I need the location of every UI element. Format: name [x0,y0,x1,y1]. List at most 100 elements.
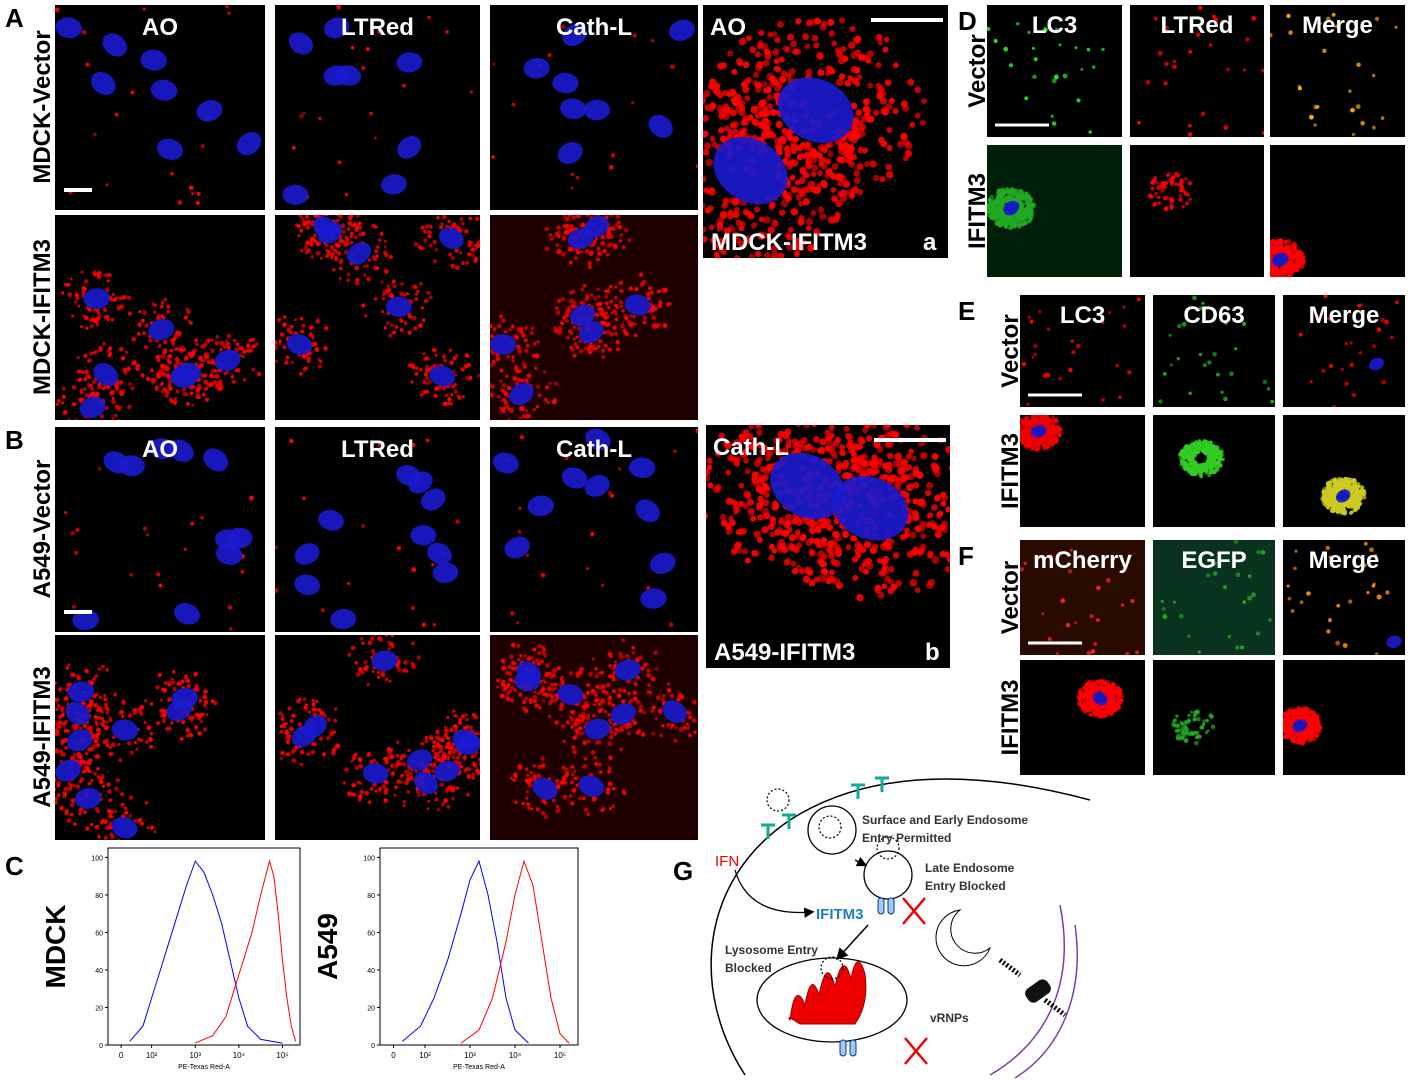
fluorescent-spot [601,355,606,359]
fluorescent-spot [510,666,516,671]
fluorescent-spot [95,722,99,727]
fluorescent-spot [1334,24,1339,29]
fluorescent-spot [120,356,126,361]
fluorescent-spot [572,735,578,741]
fluorescent-spot [758,216,765,223]
fluorescent-spot [534,703,539,708]
fluorescent-spot [275,545,279,550]
fluorescent-spot [83,353,88,358]
fluorescent-spot [787,226,794,233]
fluorescent-spot [205,713,209,717]
fluorescent-spot [934,530,943,539]
fluorescent-spot [612,786,616,791]
fluorescent-spot [666,688,672,693]
fluorescent-spot [565,216,570,222]
fluorescent-spot [583,807,589,813]
fluorescent-spot [1196,32,1201,37]
fluorescent-spot [1178,193,1183,198]
fluorescent-spot [355,277,360,283]
fluorescent-spot [79,776,85,781]
fluorescent-spot [111,399,116,405]
fluorescent-spot [107,273,112,278]
fluorescent-spot [904,425,911,427]
fluorescent-spot [491,154,495,159]
fluorescent-spot [661,724,665,728]
nucleus [648,114,673,138]
fluorescent-spot [720,62,727,69]
fluorescent-spot [183,547,188,551]
fluorescent-spot [742,132,749,139]
fluorescent-spot [93,132,97,137]
fluorescent-spot [720,519,728,527]
fluorescent-spot [443,732,449,738]
fluorescent-spot [748,253,755,258]
fluorescent-spot [1271,240,1275,244]
fluorescent-spot [642,320,647,325]
fluorescent-spot [517,764,523,770]
fluorescent-spot [85,326,89,330]
fluorescent-spot [175,389,180,394]
fluorescent-spot [128,795,134,800]
fluorescent-spot [186,683,192,689]
fluorescent-spot [100,821,104,825]
fluorescent-spot [738,225,745,232]
fluorescent-spot [411,567,417,573]
nucleus [55,759,81,782]
fluorescent-spot [159,698,163,702]
fluorescent-spot [581,223,586,228]
fluorescent-spot [908,448,915,455]
fluorescent-spot [583,700,589,706]
fluorescent-spot [843,426,850,432]
fluorescent-spot [118,346,124,352]
fluorescent-spot [72,784,76,788]
fluorescent-spot [227,605,233,610]
fluorescent-spot [769,531,775,538]
fluorescent-spot [771,219,779,227]
fluorescent-spot [768,543,775,550]
fluorescent-spot [1187,132,1193,137]
fluorescent-spot [153,830,157,834]
fluorescent-spot [525,773,530,778]
fluorescent-spot [772,48,780,56]
fluorescent-spot [174,347,178,351]
nucleus [196,100,223,122]
fluorescent-spot [119,380,124,384]
fluorescent-spot [393,785,399,790]
fluorescent-spot [214,340,220,346]
fluorescent-spot [645,292,651,297]
fluorescent-spot [862,568,869,575]
nucleus [490,334,517,355]
fluorescent-spot [69,277,73,281]
fluorescent-spot [592,344,596,349]
fluorescent-spot [507,664,512,669]
fluorescent-spot [640,666,645,671]
fluorescent-spot [332,268,336,272]
fluorescent-spot [74,550,79,556]
fluorescent-spot [346,227,351,231]
fluorescent-spot [516,621,520,625]
fluorescent-spot [436,757,441,762]
fluorescent-spot [824,518,831,525]
fluorescent-spot [828,552,835,560]
fluorescent-spot [608,755,613,761]
fluorescent-spot [419,367,423,372]
fluorescent-spot [74,292,80,298]
fluorescent-spot [1331,12,1336,17]
fluorescent-spot [94,319,99,324]
fluorescent-spot [622,688,627,693]
fluorescent-spot [597,762,603,768]
fluorescent-spot [97,834,101,839]
fluorescent-spot [786,164,793,170]
fluorescent-spot [561,775,567,781]
fluorescent-spot [310,255,314,259]
fluorescent-spot [305,240,310,245]
fluorescent-spot [621,245,626,250]
fluorescent-spot [659,733,664,738]
fluorescent-spot [614,296,618,300]
fluorescent-spot [649,290,654,295]
fluorescent-spot [1032,74,1037,80]
fluorescent-spot [194,725,199,730]
fluorescent-spot [544,671,549,676]
fluorescent-spot [944,566,950,572]
fluorescent-spot [554,381,559,386]
